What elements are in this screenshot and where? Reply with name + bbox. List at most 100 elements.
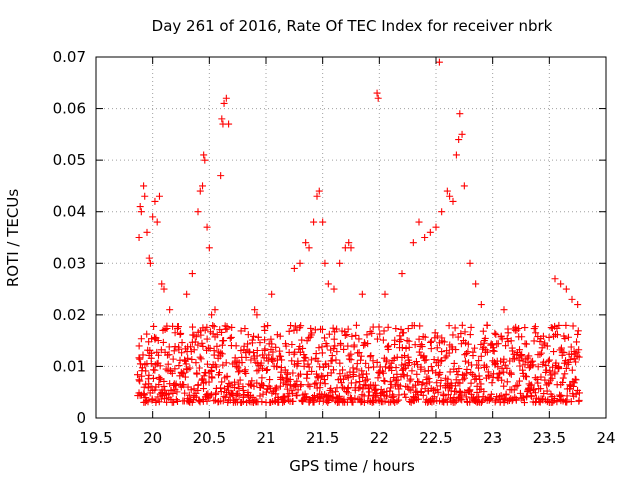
data-point (440, 338, 448, 346)
data-point (261, 326, 269, 334)
data-point (552, 359, 560, 367)
data-point (456, 110, 464, 118)
data-point (365, 364, 373, 372)
data-point (288, 341, 296, 349)
data-point (575, 353, 583, 361)
data-point (355, 335, 363, 343)
data-point (421, 356, 429, 364)
data-point (180, 369, 188, 377)
data-point (503, 364, 511, 372)
data-point (192, 333, 200, 341)
data-point (454, 333, 462, 341)
data-point (376, 330, 384, 338)
data-point (357, 352, 365, 360)
data-point (237, 347, 245, 355)
data-point (543, 342, 551, 350)
data-point (401, 352, 409, 360)
data-point (411, 341, 419, 349)
data-point (337, 339, 345, 347)
data-point (364, 340, 372, 348)
data-point (542, 361, 550, 369)
data-point (539, 332, 547, 340)
data-point (250, 349, 258, 357)
data-point (360, 381, 368, 389)
data-point (477, 398, 485, 406)
data-point (312, 350, 320, 358)
y-tick-label: 0.01 (53, 357, 86, 375)
data-point (244, 340, 252, 348)
data-point (433, 332, 441, 340)
data-point (556, 393, 564, 401)
data-point (570, 379, 578, 387)
data-point (395, 391, 403, 399)
data-point (477, 352, 485, 360)
data-point (261, 336, 269, 344)
data-point (363, 331, 371, 339)
data-point (166, 306, 174, 314)
data-point (329, 393, 337, 401)
data-point (503, 378, 511, 386)
data-point (547, 324, 555, 332)
data-point (155, 381, 163, 389)
data-point (462, 370, 470, 378)
data-point (369, 357, 377, 365)
data-point (461, 357, 469, 365)
data-point (510, 386, 518, 394)
data-point (160, 382, 168, 390)
data-point (187, 348, 195, 356)
data-point (302, 354, 310, 362)
data-point (562, 321, 570, 329)
data-point (266, 376, 274, 384)
data-point (418, 343, 426, 351)
data-point (206, 392, 214, 400)
data-point (241, 325, 249, 333)
data-point (487, 390, 495, 398)
data-point (205, 378, 213, 386)
data-point (443, 398, 451, 406)
chart-title: Day 261 of 2016, Rate Of TEC Index for r… (152, 17, 553, 35)
data-point (494, 340, 502, 348)
data-point (153, 218, 161, 226)
data-point (422, 356, 430, 364)
data-point (235, 385, 243, 393)
data-point (388, 366, 396, 374)
data-point (189, 323, 197, 331)
data-point (316, 384, 324, 392)
data-point (446, 192, 454, 200)
data-point (327, 384, 335, 392)
data-point (351, 394, 359, 402)
data-point (298, 336, 306, 344)
data-point (575, 389, 583, 397)
data-point (293, 392, 301, 400)
data-point (291, 381, 299, 389)
data-point (461, 374, 469, 382)
data-point (569, 322, 577, 330)
data-point (533, 375, 541, 383)
data-point (290, 264, 298, 272)
data-point (553, 331, 561, 339)
data-point (203, 335, 211, 343)
data-point (200, 151, 208, 159)
data-point (226, 334, 234, 342)
data-point (452, 151, 460, 159)
data-point (302, 239, 310, 247)
data-point (433, 344, 441, 352)
data-point (220, 99, 228, 107)
data-point (321, 391, 329, 399)
data-point (430, 393, 438, 401)
data-point (192, 359, 200, 367)
data-point (140, 383, 148, 391)
data-point (400, 329, 408, 337)
data-point (181, 356, 189, 364)
data-point (492, 331, 500, 339)
data-point (194, 208, 202, 216)
data-point (438, 208, 446, 216)
data-point (327, 346, 335, 354)
data-point (293, 377, 301, 385)
y-tick-label: 0.07 (53, 48, 86, 66)
data-point (500, 382, 508, 390)
data-point (441, 354, 449, 362)
data-point (371, 386, 379, 394)
data-point (263, 366, 271, 374)
data-point (518, 333, 526, 341)
